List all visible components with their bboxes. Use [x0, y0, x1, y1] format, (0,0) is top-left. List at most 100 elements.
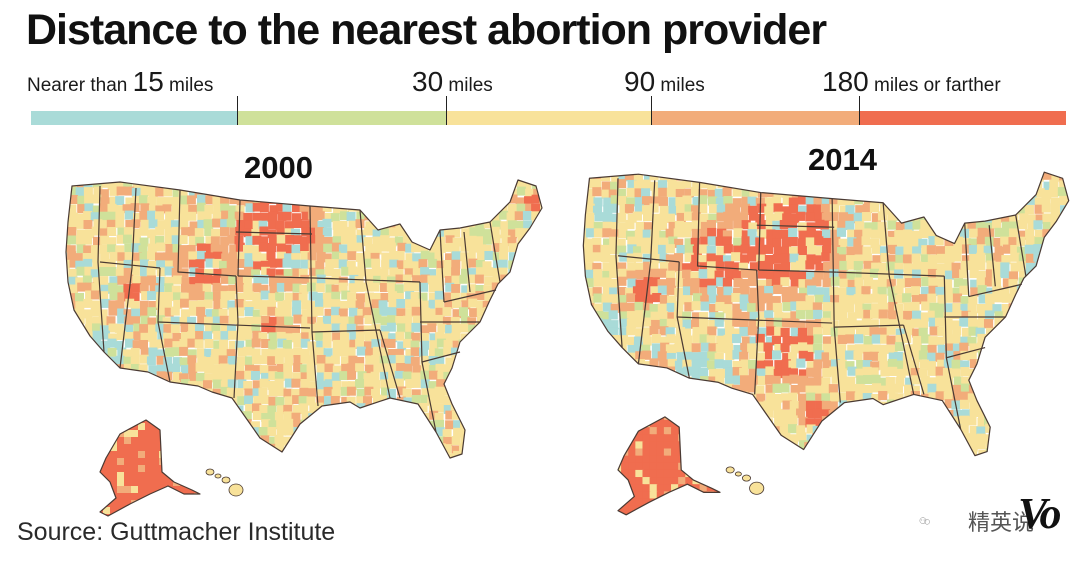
county-cell	[896, 164, 905, 172]
county-cell	[371, 213, 381, 223]
county-cell	[492, 243, 502, 253]
county-cell	[1066, 220, 1069, 230]
county-cell	[236, 469, 245, 478]
county-cell	[1058, 229, 1069, 239]
county-cell	[93, 236, 102, 246]
county-cell	[123, 180, 133, 181]
county-cell	[1049, 287, 1059, 297]
county-cell	[1065, 293, 1069, 303]
county-cell	[659, 369, 669, 379]
county-cell	[267, 229, 277, 239]
county-cell	[85, 172, 94, 180]
county-cell	[445, 410, 455, 420]
county-cell	[293, 363, 303, 373]
county-cell	[379, 451, 389, 458]
county-cell	[1043, 287, 1053, 297]
county-cell	[451, 284, 461, 293]
county-cell	[717, 466, 726, 475]
county-cell	[251, 324, 261, 333]
county-cell	[1050, 400, 1060, 410]
county-cell	[500, 363, 510, 373]
county-cell	[707, 196, 718, 206]
county-cell	[68, 268, 78, 278]
county-cell	[854, 408, 865, 418]
county-cell	[84, 412, 94, 422]
county-cell	[855, 467, 864, 476]
county-cell	[1025, 376, 1035, 386]
county-cell	[444, 197, 454, 207]
county-cell	[912, 352, 922, 362]
county-cell	[421, 187, 431, 197]
alaska-cell	[635, 416, 644, 421]
county-cell	[203, 411, 213, 421]
county-cell	[387, 434, 397, 444]
county-cell	[522, 429, 532, 439]
county-cell	[812, 277, 822, 287]
county-cell	[684, 302, 694, 312]
county-cell	[236, 323, 246, 333]
county-cell	[540, 443, 542, 453]
county-cell	[739, 367, 749, 377]
alaska-cell	[103, 465, 111, 473]
county-cell	[610, 344, 620, 354]
county-cell	[643, 261, 653, 271]
county-cell	[251, 187, 261, 197]
county-cell	[420, 267, 430, 277]
county-cell	[747, 432, 757, 442]
county-cell	[748, 402, 758, 412]
county-cell	[125, 388, 135, 398]
legend-label-90: 90 miles	[624, 66, 705, 98]
county-cell	[124, 243, 134, 253]
county-cell	[261, 253, 270, 263]
county-cell	[780, 172, 790, 181]
county-cell	[871, 344, 881, 354]
county-cell	[632, 286, 643, 296]
county-cell	[665, 213, 676, 223]
county-cell	[1067, 269, 1069, 280]
county-cell	[66, 412, 71, 422]
county-cell	[618, 352, 628, 363]
county-cell	[164, 307, 174, 317]
county-cell	[715, 236, 725, 246]
county-cell	[796, 320, 806, 330]
county-cell	[912, 237, 922, 247]
county-cell	[976, 426, 986, 436]
county-cell	[691, 172, 701, 181]
county-cell	[532, 261, 542, 271]
county-cell	[515, 403, 525, 413]
county-cell	[942, 385, 953, 395]
county-cell	[872, 255, 882, 265]
county-cell	[674, 392, 684, 402]
county-cell	[539, 275, 542, 284]
county-cell	[402, 274, 412, 284]
county-cell	[501, 468, 510, 477]
county-cell	[633, 342, 643, 352]
county-cell	[386, 388, 396, 398]
alaska-cell	[117, 493, 125, 501]
county-cell	[830, 295, 840, 305]
county-cell	[935, 451, 945, 456]
alaska-cell	[180, 444, 188, 452]
county-cell	[347, 243, 357, 253]
county-cell	[1068, 450, 1069, 456]
county-cell	[476, 307, 486, 317]
county-cell	[649, 172, 659, 173]
alaska-cell	[621, 416, 630, 421]
county-cell	[797, 327, 808, 338]
county-cell	[707, 326, 717, 336]
county-cell	[204, 364, 214, 374]
county-cell	[149, 283, 159, 292]
county-cell	[469, 202, 479, 212]
county-cell	[331, 306, 341, 316]
county-cell	[668, 164, 677, 172]
county-cell	[714, 352, 724, 362]
county-cell	[477, 427, 487, 437]
county-cell	[976, 304, 987, 314]
county-cell	[837, 325, 847, 336]
county-cell	[1059, 391, 1069, 401]
county-cell	[813, 467, 822, 476]
county-cell	[268, 469, 277, 478]
county-cell	[682, 311, 692, 321]
county-cell	[477, 442, 487, 452]
county-cell	[993, 172, 1003, 174]
